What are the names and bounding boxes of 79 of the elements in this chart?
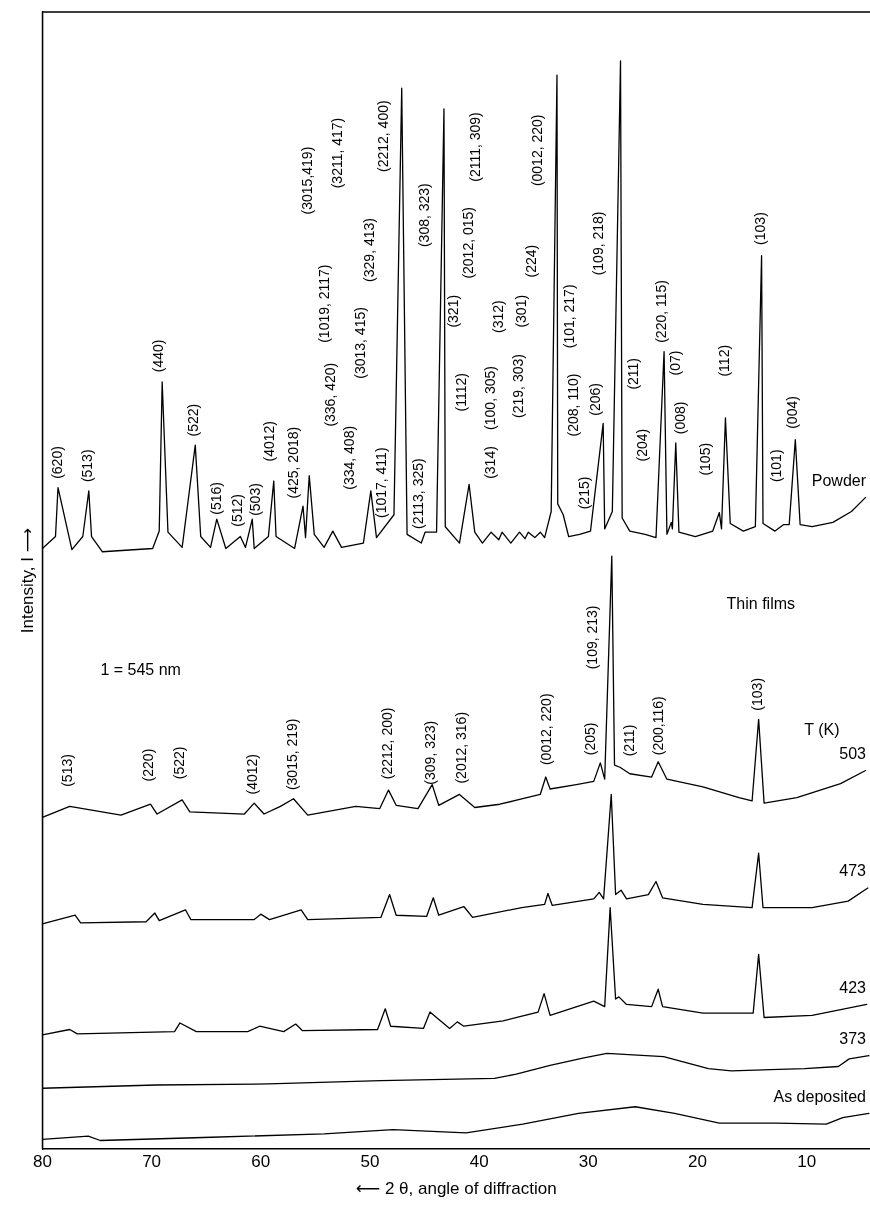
annotation: (103) — [751, 212, 768, 245]
annotation: 1 = 545 nm — [100, 660, 181, 678]
annotation: (308, 323) — [416, 183, 433, 248]
annotation: (503) — [247, 483, 264, 516]
annotation: (220) — [140, 748, 157, 782]
annotation: (0012, 220) — [528, 114, 545, 187]
series-label: 423 — [839, 978, 867, 996]
x-tick-label: 30 — [578, 1152, 598, 1172]
annotation: (224) — [523, 244, 540, 278]
series-label: 473 — [839, 862, 867, 880]
annotation: (3211, 417) — [329, 117, 346, 189]
annotation: (425, 2018) — [285, 426, 302, 499]
x-tick-label: 50 — [360, 1152, 380, 1172]
series-label: Powder — [811, 471, 867, 489]
annotation: (2012, 316) — [452, 711, 469, 784]
annotation: (3015,419) — [298, 146, 315, 215]
annotation: (512) — [228, 494, 245, 527]
annotation: (008) — [671, 401, 688, 435]
x-tick-label: 80 — [32, 1152, 52, 1172]
annotation: (1017, 411) — [372, 447, 389, 519]
annotation: (215) — [575, 476, 592, 510]
annotation: (440) — [150, 339, 167, 373]
annotation: (522) — [185, 403, 202, 437]
annotation: (312) — [489, 300, 506, 334]
annotation: (200,116) — [650, 696, 667, 756]
annotation: (2012, 015) — [460, 207, 477, 279]
annotation: (1019, 2117) — [316, 264, 333, 343]
annotation: (100, 305) — [482, 366, 498, 430]
annotation: (219, 303) — [510, 354, 527, 418]
x-tick-label: 20 — [688, 1152, 707, 1172]
x-axis-title: ⟵ 2 θ, angle of diffraction — [355, 1179, 557, 1199]
x-tick-label: 70 — [142, 1152, 162, 1172]
annotation: T (K) — [804, 720, 840, 738]
annotation: Thin films — [726, 595, 796, 613]
annotation: (309, 323) — [421, 720, 438, 785]
annotation: (329, 413) — [360, 218, 377, 282]
annotation: (004) — [784, 396, 801, 429]
x-tick-label: 40 — [469, 1152, 489, 1172]
series-label: 503 — [839, 744, 867, 762]
annotation: (101) — [768, 449, 785, 483]
annotation: (516) — [207, 482, 224, 515]
y-axis-title: Intensity, I ⟶ — [17, 527, 37, 634]
annotation: (301) — [512, 294, 529, 328]
annotation: (522) — [170, 746, 187, 780]
annotation: (112) — [715, 344, 732, 377]
annotation: (109, 218) — [590, 211, 607, 276]
annotation: (2111, 309) — [466, 112, 483, 182]
series-label: 373 — [839, 1030, 867, 1048]
annotation: (1112) — [452, 372, 469, 412]
annotation: (0012, 220) — [537, 693, 554, 766]
annotation: (4012) — [243, 753, 260, 795]
annotation: (336, 420) — [321, 362, 338, 427]
x-tick-label: 60 — [251, 1152, 271, 1172]
annotation: (513) — [59, 754, 76, 787]
annotation: (103) — [749, 677, 766, 711]
annotation: (2212, 200) — [379, 707, 396, 780]
annotation: (109, 213) — [583, 605, 600, 670]
annotation: (321) — [444, 294, 461, 328]
annotation: (206) — [586, 383, 603, 416]
annotation: (3015, 219) — [284, 718, 301, 791]
annotation: (3013, 415) — [352, 307, 369, 379]
annotation: (513) — [79, 449, 96, 483]
annotation: (2113, 325) — [409, 458, 426, 529]
annotation: (204) — [633, 428, 650, 462]
annotation: (4012) — [261, 420, 278, 462]
annotation: (205) — [582, 722, 599, 756]
annotation: (211) — [625, 357, 642, 390]
annotation: (314) — [482, 446, 498, 479]
annotation: (211) — [620, 724, 637, 757]
annotation: (208, 110) — [564, 373, 581, 437]
annotation: (101, 217) — [560, 284, 577, 349]
annotation: (620) — [48, 446, 65, 479]
series-label: As deposited — [773, 1087, 866, 1105]
annotation: (2212, 400) — [375, 100, 391, 172]
x-tick-label: 10 — [797, 1152, 817, 1172]
annotation: (105) — [697, 442, 714, 476]
annotation: (220, 115) — [653, 280, 670, 343]
annotation: (07) — [666, 350, 683, 376]
annotation: (334, 408) — [341, 425, 358, 490]
